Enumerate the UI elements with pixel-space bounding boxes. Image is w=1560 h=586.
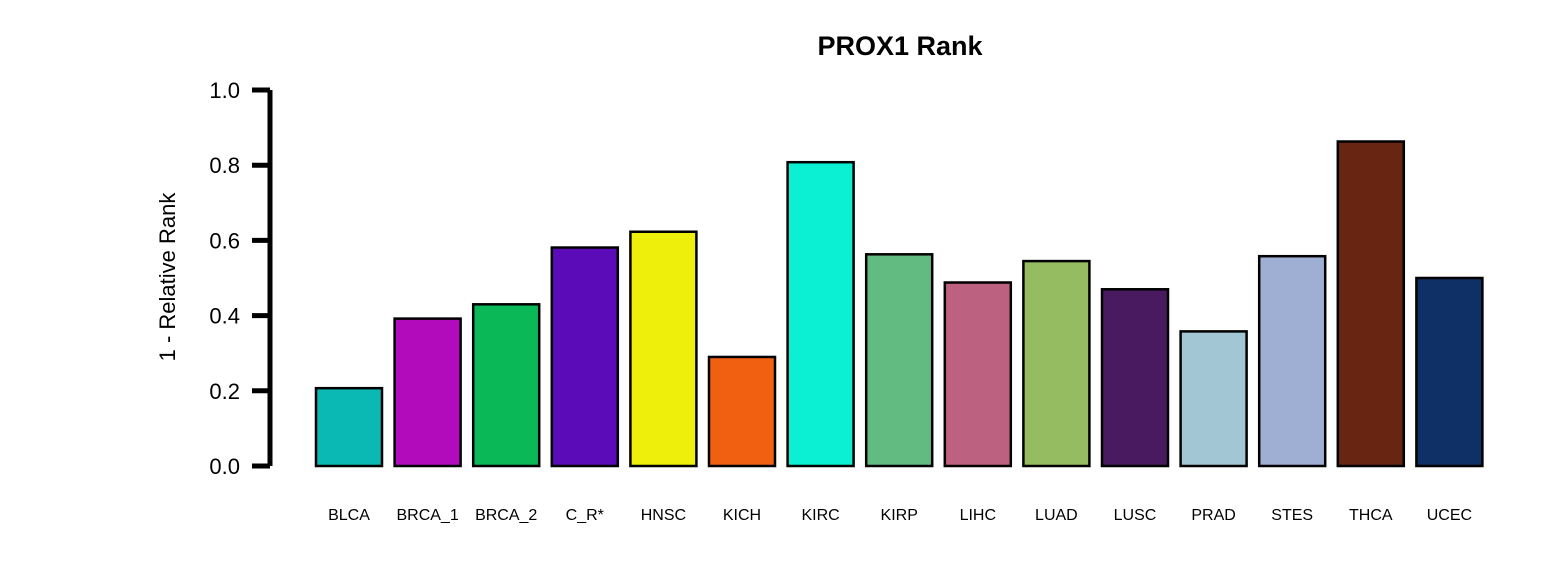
- bar-kirp: [864, 253, 934, 468]
- x-tick-label: LIHC: [960, 507, 996, 524]
- y-tick-label: 0.8: [209, 153, 240, 178]
- chart-title: PROX1 Rank: [817, 31, 983, 61]
- x-tick-label: KIRP: [881, 507, 918, 524]
- y-tick-label: 0.6: [209, 228, 240, 253]
- y-tick-label: 1.0: [209, 78, 240, 103]
- bar-hnsc: [629, 230, 698, 468]
- x-tick-label: KICH: [723, 507, 761, 524]
- bar-kirc: [786, 160, 855, 468]
- bar-kich: [707, 355, 777, 468]
- x-tick-label: C_R*: [566, 507, 604, 524]
- bar-blca: [314, 386, 384, 468]
- y-tick-label: 0.2: [209, 379, 240, 404]
- x-tick-label: KIRC: [801, 507, 839, 524]
- bar-luad: [1022, 259, 1091, 468]
- x-tick-label: BLCA: [328, 507, 370, 524]
- x-tick-label: BRCA_1: [396, 507, 458, 524]
- y-tick-label: 0.4: [209, 304, 240, 329]
- x-tick-label: THCA: [1349, 507, 1393, 524]
- x-tick-label: UCEC: [1427, 507, 1472, 524]
- y-axis: 0.0 0.2 0.4 0.6 0.8 1.0: [209, 78, 273, 479]
- bar-stes: [1257, 254, 1327, 468]
- bar-brca-2: [471, 303, 541, 468]
- x-tick-label: LUSC: [1114, 507, 1157, 524]
- x-tick-labels: BLCA BRCA_1 BRCA_2 C_R* HNSC KICH KIRC KIRP LIHC…: [328, 507, 1472, 524]
- x-tick-label: LUAD: [1035, 507, 1078, 524]
- bar-c-r: [550, 246, 620, 468]
- y-axis-label: 1 - Relative Rank: [155, 192, 180, 362]
- bars-group: [314, 140, 1484, 468]
- bar-lihc: [943, 281, 1013, 468]
- x-tick-label: PRAD: [1191, 507, 1235, 524]
- bar-lusc: [1100, 288, 1170, 468]
- bar-thca: [1336, 140, 1406, 468]
- y-tick-label: 0.0: [209, 454, 240, 479]
- x-tick-label: BRCA_2: [475, 507, 537, 524]
- x-tick-label: STES: [1271, 507, 1313, 524]
- bar-brca-1: [393, 317, 462, 468]
- bar-prad: [1179, 330, 1248, 468]
- x-tick-label: HNSC: [641, 507, 686, 524]
- bar-ucec: [1415, 276, 1484, 468]
